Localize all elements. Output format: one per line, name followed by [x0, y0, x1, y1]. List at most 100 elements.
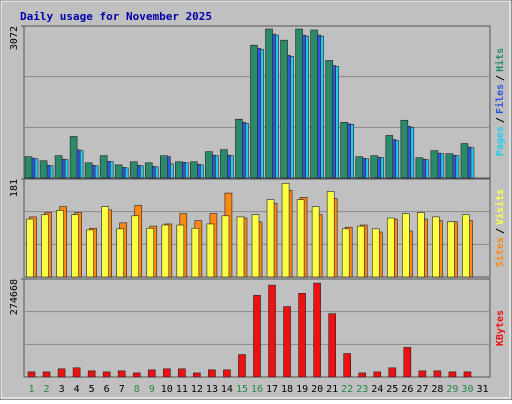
bar: [27, 371, 36, 378]
bar: [432, 216, 440, 278]
bar: [370, 155, 379, 179]
bar: [310, 29, 318, 179]
bar: [190, 161, 198, 179]
bar: [84, 162, 93, 179]
bar: [223, 369, 231, 378]
bar: [206, 223, 215, 278]
legend-entry: KBytes: [495, 310, 506, 346]
bar: [343, 353, 351, 378]
bar: [175, 161, 183, 179]
x-tick-label: 29: [446, 384, 458, 395]
bar: [313, 282, 321, 378]
x-tick-label: 26: [401, 384, 413, 395]
bar: [448, 371, 457, 378]
bar: [54, 155, 63, 179]
bar: [415, 157, 424, 179]
bar: [205, 151, 213, 179]
bar: [311, 206, 320, 278]
bar: [129, 161, 138, 179]
legend-entry: Files: [494, 84, 506, 114]
bar: [116, 228, 125, 278]
bar: [161, 224, 170, 278]
bar: [447, 221, 455, 278]
bar: [71, 214, 79, 278]
x-tick-label: 5: [89, 384, 95, 395]
bar: [221, 215, 230, 278]
x-tick-label: 21: [326, 384, 338, 395]
x-tick-label: 17: [266, 384, 278, 395]
x-tick-label: 28: [431, 384, 443, 395]
bar: [388, 367, 397, 378]
bar: [220, 149, 228, 179]
x-tick-label: 11: [176, 384, 188, 395]
bar: [326, 191, 335, 278]
bar: [57, 368, 66, 378]
bar: [160, 155, 168, 179]
legend: Sites / Visits: [494, 189, 506, 267]
legend-separator: /: [495, 75, 506, 81]
y-max-label: 274668: [9, 279, 20, 315]
bar: [385, 135, 394, 179]
bar: [163, 368, 171, 378]
bar: [251, 214, 260, 278]
bar: [430, 150, 439, 179]
x-tick-label: 9: [149, 384, 155, 395]
bar: [235, 118, 243, 179]
bar: [358, 372, 367, 378]
x-tick-label: 22: [341, 384, 353, 395]
bar: [24, 156, 33, 179]
legend: KBytes: [495, 310, 506, 346]
legend: Pages / Files / Hits: [494, 48, 506, 156]
legend-separator: /: [495, 117, 506, 123]
bar: [433, 370, 442, 378]
bar: [86, 229, 94, 278]
x-tick-label: 16: [251, 384, 263, 395]
x-tick-label: 7: [119, 384, 125, 395]
x-tick-label: 24: [371, 384, 383, 395]
bar: [131, 215, 140, 278]
bar: [39, 160, 48, 179]
bar: [296, 199, 305, 278]
bar: [463, 371, 472, 378]
x-tick-label: 30: [461, 384, 473, 395]
x-tick-label: 27: [416, 384, 428, 395]
bar: [117, 370, 126, 378]
legend-separator: /: [495, 228, 506, 234]
bar: [72, 367, 81, 378]
bar: [462, 214, 470, 278]
x-tick-label: 14: [221, 384, 233, 395]
bar: [266, 199, 275, 278]
bar: [386, 217, 395, 278]
bar: [132, 372, 141, 378]
x-tick-label: 10: [161, 384, 173, 395]
x-tick-label: 25: [386, 384, 398, 395]
x-tick-label: 3: [59, 384, 65, 395]
x-tick-label: 31: [476, 384, 488, 395]
bar: [41, 214, 49, 278]
bar: [298, 292, 306, 378]
bar: [146, 227, 155, 278]
x-tick-label: 20: [311, 384, 323, 395]
bar: [325, 60, 333, 179]
bar: [418, 370, 427, 378]
bar: [87, 370, 96, 378]
bar: [114, 164, 123, 179]
bar: [102, 371, 111, 378]
x-tick-label: 4: [74, 384, 80, 395]
bar: [417, 212, 425, 278]
y-max-label: 3072: [9, 26, 20, 50]
bar: [250, 44, 258, 179]
legend-entry: Sites: [494, 237, 506, 267]
bar: [371, 228, 380, 278]
legend-entry: Pages: [495, 126, 506, 156]
bar: [147, 369, 156, 378]
bar: [193, 372, 201, 378]
bar: [144, 162, 153, 179]
bar: [178, 368, 186, 378]
bar: [268, 284, 276, 378]
x-tick-label: 8: [134, 384, 140, 395]
bar: [42, 371, 51, 378]
